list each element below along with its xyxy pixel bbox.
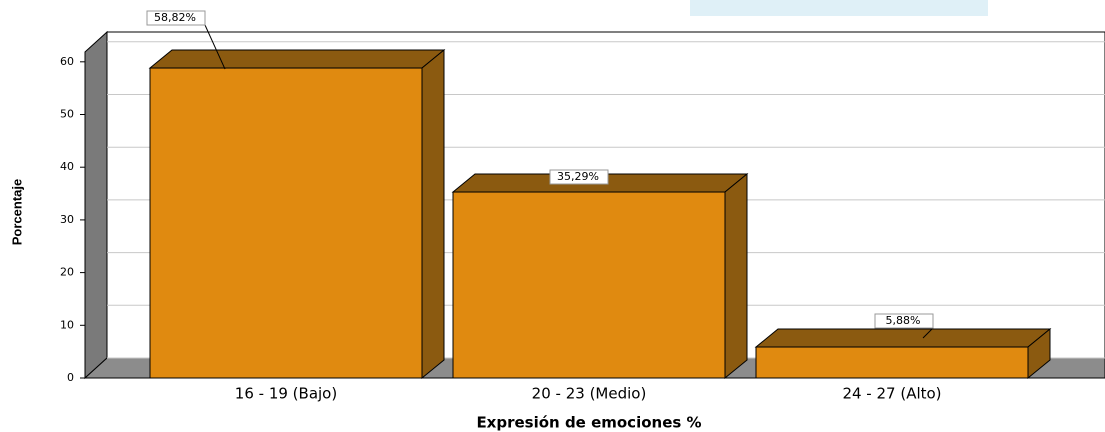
x-tick-label: 20 - 23 (Medio) (532, 385, 647, 403)
label-box (874, 313, 934, 329)
x-tick-label: 24 - 27 (Alto) (842, 385, 941, 403)
bar (755, 346, 1029, 379)
header-band (690, 0, 988, 16)
bar (149, 67, 423, 379)
y-tick-label: 10 (60, 318, 74, 331)
label-leader (922, 327, 934, 339)
data-label: 35,29% (557, 170, 599, 183)
y-tick-label: 40 (60, 160, 74, 173)
y-tick-label: 50 (60, 108, 74, 121)
y-tick-label: 60 (60, 55, 74, 68)
label-leader (204, 24, 226, 70)
data-label: 5,88% (886, 314, 921, 327)
y-tick-label: 20 (60, 266, 74, 279)
y-tick-label: 30 (60, 213, 74, 226)
y-tick-label: 0 (67, 371, 74, 384)
left-wall (84, 30, 108, 380)
x-tick-label: 16 - 19 (Bajo) (235, 385, 337, 403)
bar-side (421, 48, 445, 380)
data-label: 58,82% (154, 11, 196, 24)
bar-top (754, 328, 1052, 348)
bar-top (148, 49, 446, 69)
label-box (549, 169, 609, 185)
bar-side (724, 172, 748, 380)
y-axis-title: Porcentaje (9, 179, 24, 245)
label-box (146, 10, 206, 26)
bar (452, 191, 726, 379)
x-axis-title: Expresión de emociones % (476, 414, 701, 432)
